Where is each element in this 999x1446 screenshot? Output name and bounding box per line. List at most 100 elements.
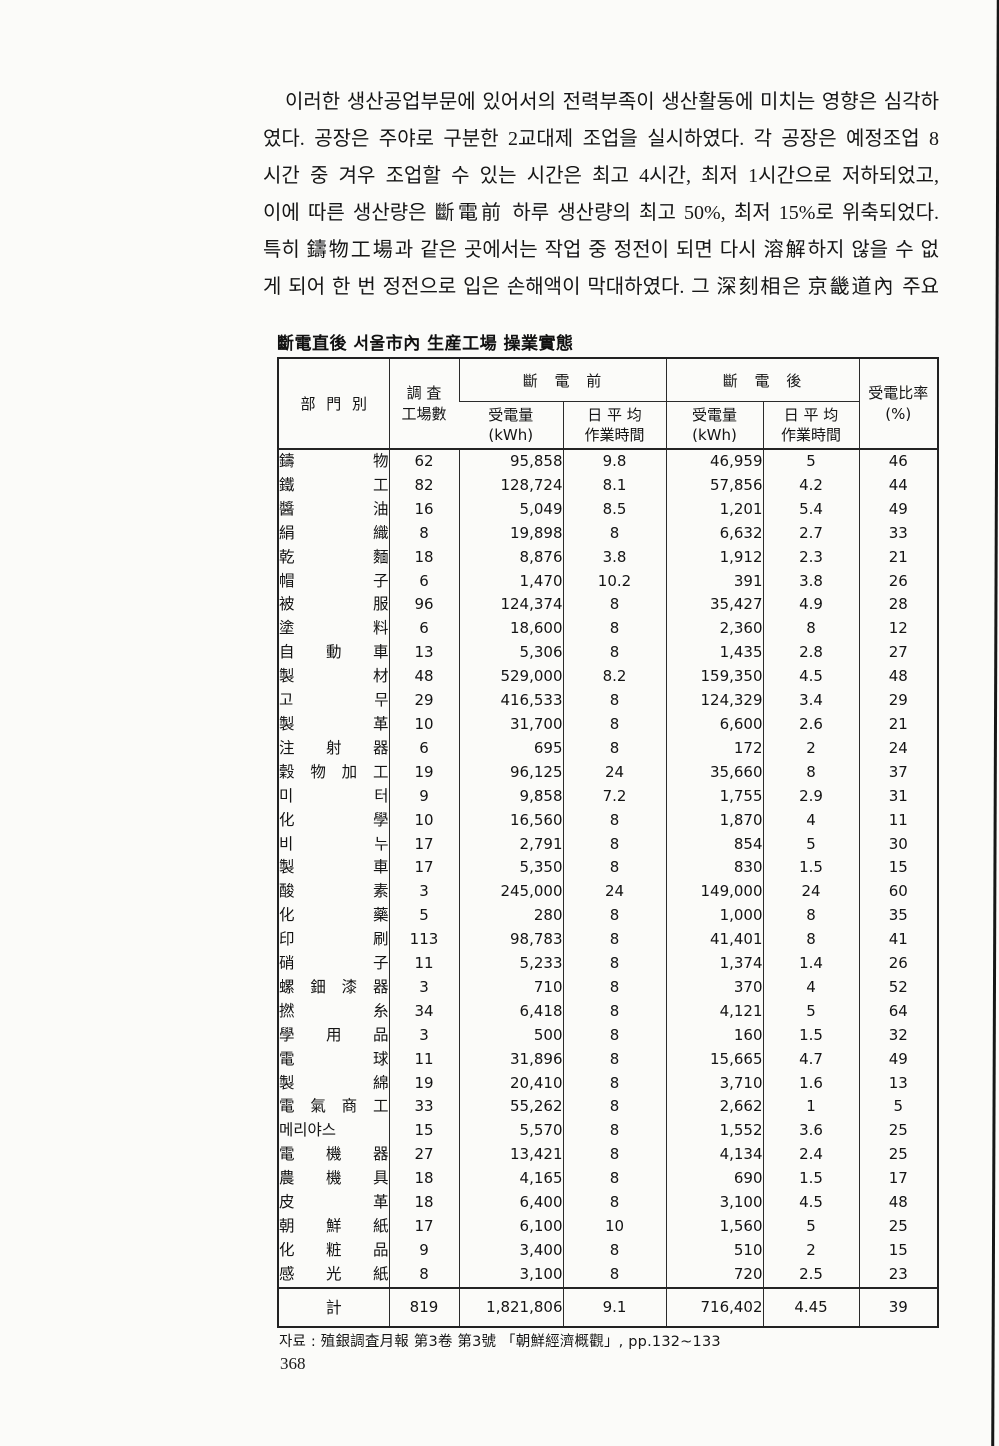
table-row: 撚 糸 34 6,418 8 4,121 5 64: [278, 999, 939, 1024]
cell-factory-count: 11: [388, 1047, 459, 1072]
page-number: 368: [280, 1354, 306, 1373]
cell-after-kwh: 35,660: [665, 760, 764, 785]
cell-before-hours: 8: [562, 593, 667, 618]
header-before-blackout-group: 斷 電 前: [458, 358, 667, 402]
header-category: 部 門 別: [278, 358, 389, 450]
cell-before-hours: 8: [562, 736, 667, 761]
cell-after-kwh: 854: [665, 832, 764, 857]
header-surveyed-factories: 調 査 工場數: [388, 358, 459, 450]
cell-before-kwh: 6,418: [458, 999, 563, 1024]
cell-sector-label: 製 革: [279, 714, 389, 733]
cell-sector-label: 電 球: [279, 1049, 389, 1068]
cell-before-hours: 8: [562, 617, 667, 642]
cell-before-kwh: 6,400: [458, 1191, 563, 1215]
cell-sector-label: 自 動 車: [279, 643, 389, 662]
paragraph-line: 이에 따른 생산량은 斷電前 하루 생산량의 최고 50%, 최저 15%로 위…: [263, 202, 939, 224]
cell-after-kwh: 2,662: [665, 1095, 764, 1120]
cell-before-kwh: 31,896: [458, 1047, 563, 1072]
cell-factory-count: 18: [388, 1167, 459, 1192]
table-row: 미 터 9 9,858 7.2 1,755 2.9 31: [278, 784, 939, 809]
cell-factory-count: 9: [388, 1238, 459, 1263]
table-row: 化 學 10 16,560 8 1,870 4 11: [278, 808, 939, 833]
total-after-kwh: 716,402: [665, 1286, 764, 1327]
cell-factory-count: 34: [388, 999, 459, 1024]
cell-after-hours: 2.4: [762, 1143, 860, 1168]
total-before-kwh: 1,821,806: [458, 1286, 563, 1327]
paragraph-line: 이러한 생산공업부문에 있어서의 전력부족이 생산활동에 미치는 영향은 심각하: [285, 91, 939, 113]
cell-after-hours: 4: [762, 808, 860, 833]
cell-before-hours: 9.8: [562, 449, 667, 474]
cell-after-hours: 2.6: [762, 712, 860, 737]
table-row: 感 光 紙 8 3,100 8 720 2.5 23: [278, 1262, 939, 1288]
table-row: 皮 革 18 6,400 8 3,100 4.5 48: [278, 1191, 939, 1215]
cell-sector-label: 電 機 器: [279, 1145, 389, 1164]
cell-after-kwh: 124,329: [665, 689, 764, 713]
cell-sector-label: 農 機 具: [279, 1169, 389, 1188]
cell-factory-count: 10: [388, 712, 459, 737]
cell-before-kwh: 95,858: [458, 449, 563, 474]
table-row: 絹 織 8 19,898 8 6,632 2.7 33: [278, 521, 939, 546]
cell-sector-label: 帽 子: [279, 571, 389, 590]
cell-power-ratio: 32: [858, 1023, 939, 1048]
cell-factory-count: 17: [388, 832, 459, 857]
cell-after-kwh: 3,100: [665, 1191, 764, 1215]
cell-power-ratio: 48: [858, 1191, 939, 1215]
cell-before-kwh: 5,233: [458, 952, 563, 976]
cell-after-hours: 24: [762, 880, 860, 905]
table-title: 斷電直後 서울市內 生産工場 操業實態: [277, 334, 574, 354]
cell-factory-count: 17: [388, 856, 459, 881]
cell-factory-count: 3: [388, 975, 459, 1000]
cell-after-hours: 5: [762, 999, 860, 1024]
cell-before-hours: 8: [562, 521, 667, 546]
cell-before-kwh: 96,125: [458, 760, 563, 785]
cell-before-hours: 8: [562, 808, 667, 833]
cell-power-ratio: 26: [858, 952, 939, 976]
cell-before-kwh: 3,100: [458, 1262, 563, 1288]
cell-factory-count: 16: [388, 497, 459, 522]
cell-power-ratio: 49: [858, 497, 939, 522]
cell-power-ratio: 15: [858, 1238, 939, 1263]
cell-power-ratio: 52: [858, 975, 939, 1000]
cell-after-kwh: 57,856: [665, 473, 764, 498]
cell-after-kwh: 1,374: [665, 952, 764, 976]
cell-power-ratio: 33: [858, 521, 939, 546]
cell-after-kwh: 1,000: [665, 904, 764, 929]
cell-after-hours: 5: [762, 449, 860, 474]
cell-before-hours: 8: [562, 856, 667, 881]
cell-after-hours: 3.4: [762, 689, 860, 713]
cell-before-hours: 8: [562, 1119, 667, 1144]
cell-after-kwh: 830: [665, 856, 764, 881]
cell-after-hours: 3.8: [762, 569, 860, 594]
cell-power-ratio: 15: [858, 856, 939, 881]
cell-power-ratio: 21: [858, 712, 939, 737]
cell-factory-count: 18: [388, 1191, 459, 1215]
cell-factory-count: 48: [388, 665, 459, 690]
cell-sector-label: 鑄 物: [279, 452, 389, 470]
cell-power-ratio: 64: [858, 999, 939, 1024]
cell-after-kwh: 391: [665, 569, 764, 594]
cell-factory-count: 29: [388, 689, 459, 713]
cell-sector-label: 化 學: [279, 810, 389, 829]
cell-sector-label: 螺鈿漆器: [279, 977, 389, 996]
cell-sector-label: 製 車: [279, 858, 389, 877]
cell-before-hours: 8: [562, 641, 667, 666]
header-kwh-line1: 受電量: [488, 406, 534, 424]
cell-factory-count: 9: [388, 784, 459, 809]
cell-before-kwh: 5,350: [458, 856, 563, 881]
cell-before-hours: 8: [562, 1047, 667, 1072]
cell-after-kwh: 720: [665, 1262, 764, 1288]
table-row: 硝 子 11 5,233 8 1,374 1.4 26: [278, 952, 939, 976]
cell-before-kwh: 6,100: [458, 1215, 563, 1239]
cell-after-hours: 2.5: [762, 1262, 860, 1288]
cell-after-kwh: 6,600: [665, 712, 764, 737]
cell-before-hours: 10.2: [562, 569, 667, 594]
cell-after-kwh: 159,350: [665, 665, 764, 690]
cell-before-hours: 8: [562, 712, 667, 737]
cell-before-kwh: 710: [458, 975, 563, 1000]
paragraph-line: 특히 鑄物工場과 같은 곳에서는 작업 중 정전이 되면 다시 溶解하지 않을 …: [263, 239, 939, 261]
paragraph-line: 게 되어 한 번 정전으로 입은 손해액이 막대하였다. 그 深刻相은 京畿道內…: [263, 276, 939, 298]
cell-after-kwh: 1,201: [665, 497, 764, 522]
cell-before-hours: 8: [562, 1191, 667, 1215]
cell-before-hours: 8: [562, 952, 667, 976]
